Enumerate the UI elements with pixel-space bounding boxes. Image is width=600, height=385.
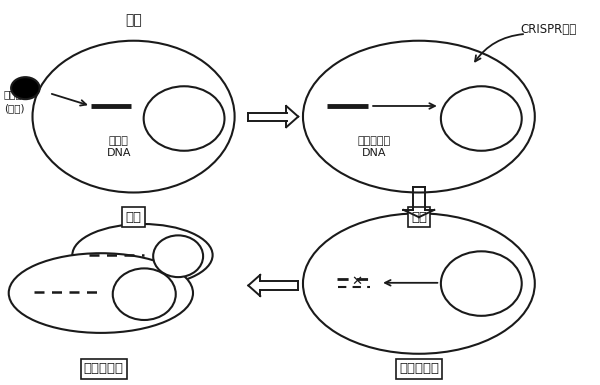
Ellipse shape	[11, 77, 40, 99]
Ellipse shape	[153, 235, 203, 277]
Text: 识别: 识别	[411, 211, 427, 224]
Text: 整合噬菌体
DNA: 整合噬菌体 DNA	[358, 136, 391, 158]
Text: 长期抵抗力: 长期抵抗力	[84, 362, 124, 375]
Ellipse shape	[441, 251, 522, 316]
Ellipse shape	[32, 41, 235, 192]
Text: 细菌: 细菌	[125, 13, 142, 27]
Text: 宿主
DNA: 宿主 DNA	[173, 105, 196, 126]
Text: (病毒): (病毒)	[4, 103, 25, 113]
Text: 噬菌体
DNA: 噬菌体 DNA	[106, 136, 131, 158]
Ellipse shape	[303, 41, 535, 192]
Text: 感染: 感染	[125, 211, 142, 224]
Ellipse shape	[441, 86, 522, 151]
Ellipse shape	[73, 224, 212, 286]
Ellipse shape	[303, 213, 535, 354]
Text: 宿主
DNA: 宿主 DNA	[470, 105, 493, 126]
Text: ✕: ✕	[351, 275, 362, 288]
Text: 噬菌体: 噬菌体	[4, 89, 23, 99]
Text: CRISPR位点: CRISPR位点	[520, 23, 576, 36]
Text: 宿主
DNA: 宿主 DNA	[470, 270, 493, 291]
Ellipse shape	[143, 86, 224, 151]
Text: 特异性反应: 特异性反应	[399, 362, 439, 375]
Ellipse shape	[9, 253, 193, 333]
Ellipse shape	[113, 268, 176, 320]
